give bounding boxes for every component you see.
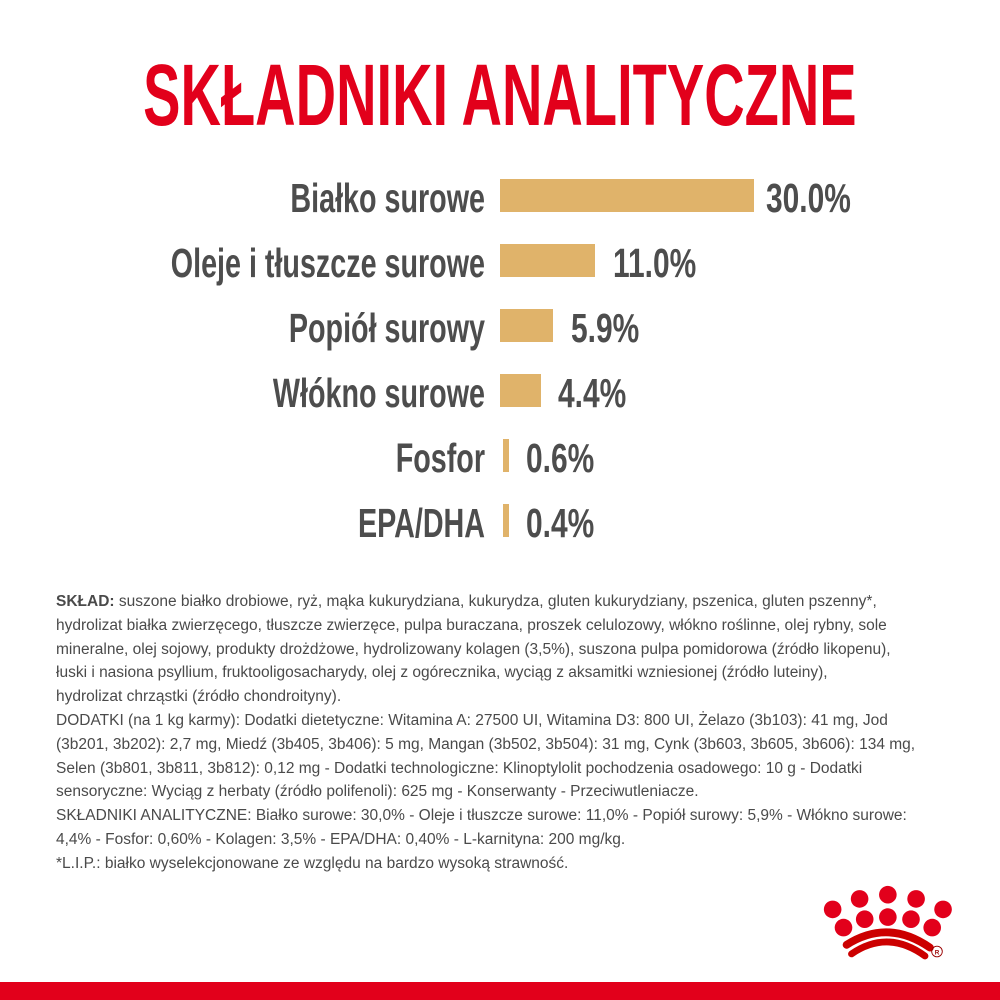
svg-text:R: R [935, 949, 940, 956]
